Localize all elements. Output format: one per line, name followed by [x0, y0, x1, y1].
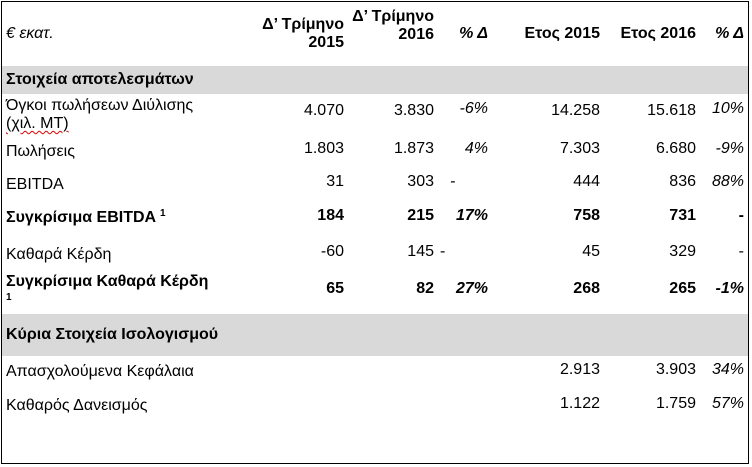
- cell-year-2015: 14.258: [551, 102, 600, 119]
- cell-q4-2015: [244, 390, 348, 424]
- cell-year-2015: 758: [573, 207, 600, 224]
- footnote-marker: 1: [159, 208, 166, 219]
- row-label: Πωλήσεις: [6, 143, 75, 160]
- row-label: Απασχολούμενα Κεφάλαια: [6, 363, 194, 380]
- cell-year-2015: 444: [573, 173, 600, 190]
- header-pct-quarter: % Δ: [459, 25, 488, 42]
- cell-year-2016: 329: [669, 243, 696, 260]
- table-row: Απασχολούμενα Κεφάλαια 2.913 3.903 34%: [2, 356, 748, 390]
- financial-results-table: € εκατ. Δ’ Τρίμηνο 2015 Δ’ Τρίμηνο 2016 …: [2, 2, 748, 424]
- table-row: Συγκρίσιμα Καθαρά Κέρδη 1 65 82 27% 268 2…: [2, 270, 748, 314]
- cell-q4-2016: 1.873: [393, 140, 434, 157]
- section-results-title: Στοιχεία αποτελεσμάτων: [2, 66, 748, 94]
- cell-pct-year: -9%: [715, 140, 744, 157]
- cell-q4-2016: 3.830: [393, 102, 434, 119]
- cell-year-2015: 1.122: [559, 395, 600, 412]
- cell-q4-2016: 303: [407, 173, 434, 190]
- cell-pct-year: 88%: [711, 173, 744, 190]
- cell-q4-2015: -60: [320, 243, 344, 260]
- cell-year-2015: 45: [582, 243, 600, 260]
- cell-q4-2016: 145: [407, 243, 434, 260]
- cell-q4-2015: 31: [326, 173, 344, 190]
- cell-q4-2015: 65: [326, 280, 344, 297]
- section-results: Στοιχεία αποτελεσμάτων: [2, 66, 748, 94]
- row-label: Όγκοι πωλήσεων Διύλισης (χιλ. ΜΤ): [2, 94, 244, 136]
- row-label: Συγκρίσιμα EBITDA 1: [6, 208, 166, 227]
- table-row: Καθαρός Δανεισμός 1.122 1.759 57%: [2, 390, 748, 424]
- footnote-marker: 1: [6, 292, 12, 303]
- row-label: Συγκρίσιμα Καθαρά Κέρδη 1: [6, 273, 209, 303]
- row-label: Καθαρός Δανεισμός: [6, 397, 148, 414]
- cell-q4-2015: 184: [317, 207, 344, 224]
- cell-pct-year: 34%: [711, 361, 744, 378]
- cell-pct-year: -1%: [715, 280, 744, 297]
- cell-pct-quarter: [438, 390, 492, 424]
- row-label: Καθαρά Κέρδη: [6, 246, 112, 263]
- cell-pct-quarter: -: [440, 243, 446, 260]
- header-q4-2016: Δ’ Τρίμηνο 2016: [352, 8, 434, 43]
- section-balance-title: Κύρια Στοιχεία Ισολογισμού: [2, 314, 348, 356]
- cell-year-2015: 2.913: [559, 361, 600, 378]
- cell-year-2016: 15.618: [647, 102, 696, 119]
- header-year-2015: Ετος 2015: [524, 25, 601, 42]
- table-row: Πωλήσεις 1.803 1.873 4% 7.303 6.680 -9%: [2, 136, 748, 168]
- cell-pct-year: 10%: [711, 100, 744, 117]
- cell-pct-quarter: [438, 356, 492, 390]
- section-balance: Κύρια Στοιχεία Ισολογισμού: [2, 314, 748, 356]
- cell-q4-2015: [244, 356, 348, 390]
- cell-q4-2015: 1.803: [303, 140, 344, 157]
- row-label-line2: (χιλ. ΜΤ): [6, 115, 69, 132]
- cell-q4-2016: 215: [407, 207, 434, 224]
- cell-year-2015: 268: [573, 280, 600, 297]
- header-q4-2015: Δ’ Τρίμηνο 2015: [262, 16, 344, 51]
- cell-pct-quarter: -: [450, 173, 456, 190]
- row-label: EBITDA: [6, 176, 64, 193]
- header-year-2016: Ετος 2016: [620, 25, 697, 42]
- table-row: EBITDA 31 303 - 444 836 88%: [2, 168, 748, 202]
- cell-pct-quarter: 4%: [464, 140, 488, 157]
- table-row: Όγκοι πωλήσεων Διύλισης (χιλ. ΜΤ) 4.070 …: [2, 94, 748, 136]
- cell-year-2016: 6.680: [655, 140, 696, 157]
- cell-pct-year: -: [738, 207, 744, 224]
- cell-pct-quarter: 27%: [455, 280, 488, 297]
- cell-q4-2016: [348, 356, 438, 390]
- cell-q4-2015: 4.070: [303, 102, 344, 119]
- row-label-line1: Όγκοι πωλήσεων Διύλισης: [6, 97, 194, 114]
- cell-q4-2016: [348, 390, 438, 424]
- section-balance-fill: [348, 314, 748, 356]
- cell-year-2016: 836: [669, 173, 696, 190]
- cell-pct-quarter: -6%: [459, 100, 488, 117]
- cell-pct-year: 57%: [711, 395, 744, 412]
- header-pct-year: % Δ: [715, 25, 744, 42]
- header-row: € εκατ. Δ’ Τρίμηνο 2015 Δ’ Τρίμηνο 2016 …: [2, 2, 748, 66]
- currency-unit-label: € εκατ.: [6, 25, 54, 42]
- cell-pct-year: -: [738, 243, 744, 260]
- cell-year-2016: 731: [669, 207, 696, 224]
- table-row: Συγκρίσιμα EBITDA 1 184 215 17% 758 731 …: [2, 202, 748, 236]
- cell-year-2016: 1.759: [655, 395, 696, 412]
- cell-year-2015: 7.303: [559, 140, 600, 157]
- cell-year-2016: 265: [669, 280, 696, 297]
- table-row: Καθαρά Κέρδη -60 145 - 45 329 -: [2, 236, 748, 270]
- cell-pct-quarter: 17%: [455, 207, 488, 224]
- cell-q4-2016: 82: [416, 280, 434, 297]
- cell-year-2016: 3.903: [655, 361, 696, 378]
